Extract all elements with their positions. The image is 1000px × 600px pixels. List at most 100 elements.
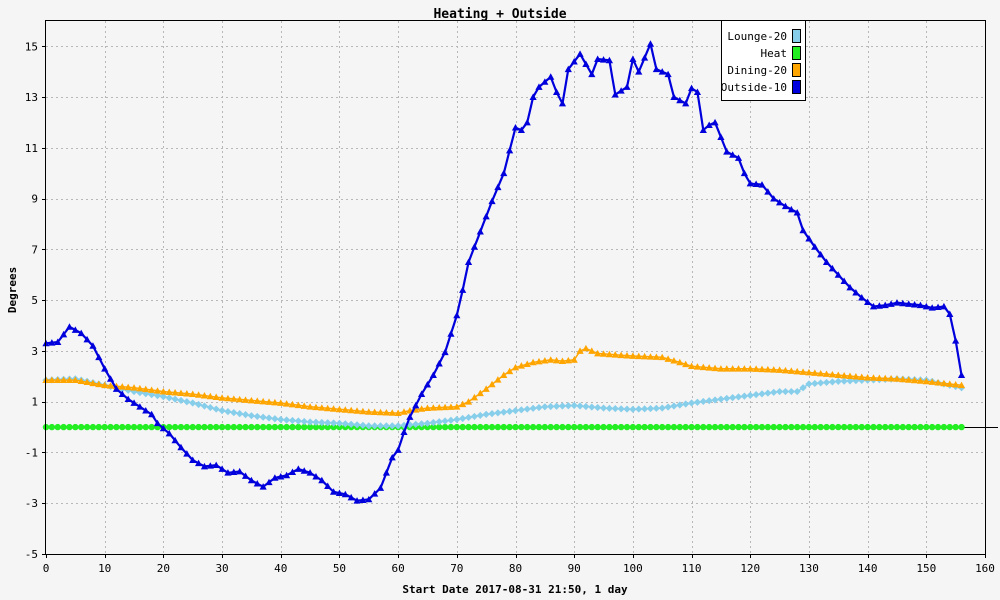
data-point [717,133,725,140]
data-point [676,96,684,104]
data-point [652,353,660,360]
data-point [612,423,619,431]
data-point [277,423,284,431]
data-point [359,496,367,503]
data-point [594,423,601,431]
x-tick-label: 50 [333,562,346,575]
data-point [699,363,707,371]
data-point [283,471,291,479]
data-point [130,423,138,431]
data-point [547,356,555,363]
data-point [940,379,948,387]
data-point [406,421,414,429]
data-point [200,392,209,399]
data-point [218,406,226,415]
data-point [464,258,473,265]
data-point [312,423,320,431]
data-point [523,360,531,367]
data-point [254,423,261,431]
data-point [435,403,443,411]
data-point [887,300,895,307]
data-point [599,350,608,357]
data-point [212,393,220,401]
data-point [418,405,426,412]
data-point [189,390,197,397]
data-point [881,301,889,309]
data-point [494,423,502,431]
data-point [412,401,420,409]
data-point [829,423,836,431]
data-point [83,423,91,431]
data-point [183,389,191,397]
data-point [283,400,291,407]
chart-title: Heating + Outside [433,7,566,22]
data-point [781,366,790,374]
data-point [870,423,877,431]
data-point [95,380,103,388]
data-point [775,387,784,396]
data-point [711,118,719,126]
data-point [834,371,842,378]
data-point [447,330,455,337]
data-point [952,380,960,388]
data-point [723,423,730,431]
data-point [840,277,848,285]
data-point [758,365,766,373]
data-point [329,419,338,427]
data-point [101,365,109,372]
data-point [78,423,85,431]
data-point [576,50,584,57]
data-point [312,472,320,480]
data-point [347,420,355,428]
data-point [376,422,385,430]
data-point [558,402,567,410]
data-point [206,403,214,412]
data-point [875,302,883,309]
data-point [206,392,214,400]
y-tick-label: -5 [25,548,38,561]
data-point [159,387,167,395]
data-point [934,379,942,386]
data-point [646,40,655,47]
legend-swatch [792,29,801,43]
data-point [905,300,913,307]
data-point [682,423,689,431]
data-point [441,348,449,356]
data-point [230,423,237,431]
data-point [793,209,801,216]
data-point [48,376,56,384]
data-point [89,423,97,431]
data-point [124,395,132,403]
data-point [353,421,361,429]
data-point [822,378,831,387]
data-point [817,250,825,258]
data-point [60,423,67,431]
data-point [770,195,778,202]
data-point [318,418,326,427]
data-point [840,423,848,431]
data-point [846,423,854,431]
data-point [441,403,449,411]
data-point [752,391,760,399]
y-axis-label: Degrees [6,267,19,313]
data-point [764,365,772,373]
data-point [506,423,513,431]
data-point [435,418,443,426]
data-point [200,402,209,410]
data-point [917,423,924,431]
data-point [864,298,872,305]
data-point [277,472,285,480]
data-point [142,385,150,393]
data-point [711,396,719,404]
data-point [946,380,954,387]
data-point [700,423,707,431]
data-point [664,423,672,431]
data-point [482,212,490,220]
data-point [271,474,279,481]
data-point [688,423,695,431]
data-point [693,88,702,95]
data-point [552,88,561,95]
data-point [453,311,461,319]
data-point [869,374,878,381]
data-point [541,78,549,85]
